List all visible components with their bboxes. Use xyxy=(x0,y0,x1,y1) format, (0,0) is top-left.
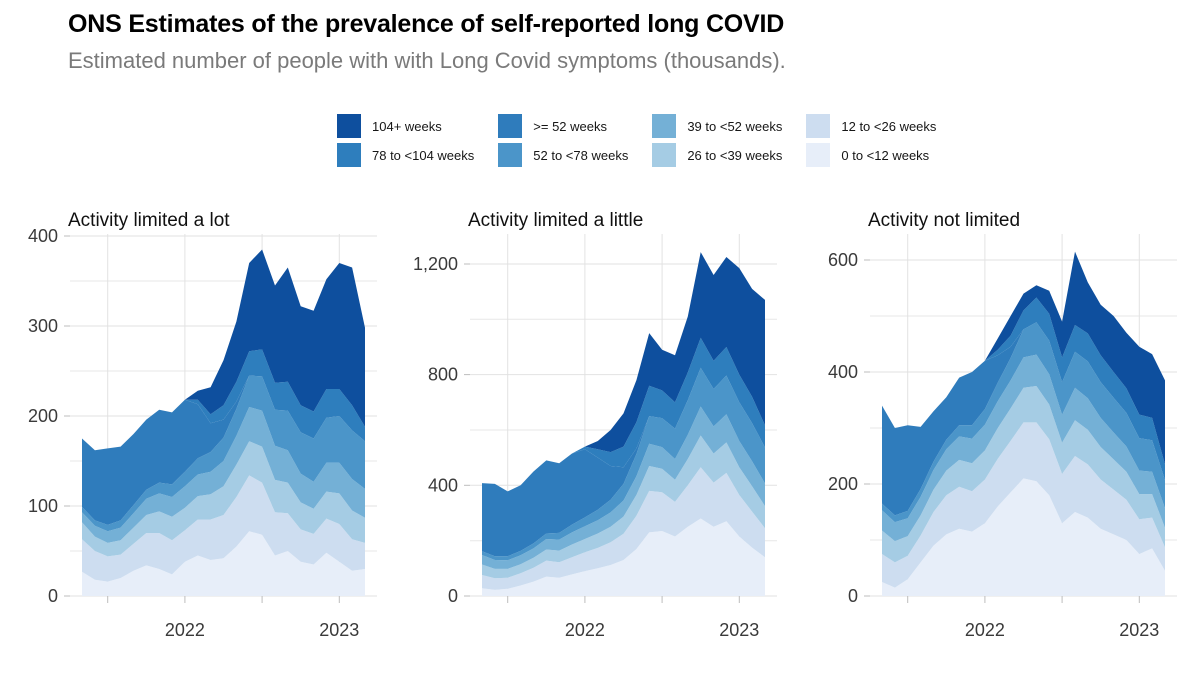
legend-swatch xyxy=(498,143,523,167)
page-subtitle: Estimated number of people with with Lon… xyxy=(68,48,786,73)
y-tick-label: 0 xyxy=(848,586,858,606)
x-tick-label: 2022 xyxy=(965,620,1005,640)
y-tick-label: 100 xyxy=(28,496,58,516)
legend-item: 78 to <104 weeks xyxy=(337,143,474,167)
area-series-78-to-104-weeks xyxy=(482,337,765,492)
y-tick-label: 600 xyxy=(828,250,858,270)
area-series-52-weeks xyxy=(482,367,765,557)
chart-panel-title: Activity limited a little xyxy=(468,210,643,231)
area-series-104-weeks xyxy=(882,251,1165,465)
y-tick-label: 1,200 xyxy=(413,254,458,274)
area-series-52-to-78-weeks xyxy=(482,367,765,561)
legend-label: 26 to <39 weeks xyxy=(687,147,783,163)
y-tick-label: 0 xyxy=(48,586,58,606)
area-series-52-weeks xyxy=(882,322,1165,516)
y-tick-label: 300 xyxy=(28,316,58,336)
area-series-39-to-52-weeks xyxy=(882,354,1165,542)
legend-swatch xyxy=(806,114,831,138)
y-tick-label: 0 xyxy=(448,586,458,606)
legend-label: 39 to <52 weeks xyxy=(687,118,783,134)
legend-label: 52 to <78 weeks xyxy=(533,147,629,163)
chart-panel-title: Activity limited a lot xyxy=(68,210,230,231)
legend-swatch xyxy=(337,114,361,138)
stacked-area-chart: 0 100 200 300 400 2022 2023 Activity limited a … xyxy=(28,210,377,640)
legend-item: 26 to <39 weeks xyxy=(652,143,782,167)
chart-panel-activity-limited-a-little: 0 400 800 1,200 2022 2023 Activity limited a l… xyxy=(400,200,800,675)
legend-item: 39 to <52 weeks xyxy=(652,114,782,138)
page-title: ONS Estimates of the prevalence of self-… xyxy=(68,10,785,38)
x-tick-label: 2023 xyxy=(719,620,759,640)
stacked-area-chart: 0 400 800 1,200 2022 2023 Activity limited a l… xyxy=(413,210,777,640)
charts-row: 0 100 200 300 400 2022 2023 Activity limited a … xyxy=(0,200,1200,675)
legend-item: 52 to <78 weeks xyxy=(498,143,628,167)
chart-panel-activity-not-limited: 0 200 400 600 2022 2023 Activity not limited xyxy=(800,200,1200,675)
legend-item: >= 52 weeks xyxy=(498,114,628,138)
area-series-52-weeks xyxy=(82,375,365,525)
area-series-0-to-12-weeks xyxy=(482,518,765,596)
legend-label: 104+ weeks xyxy=(372,118,442,134)
area-series-104-weeks xyxy=(82,249,365,451)
legend-item: 12 to <26 weeks xyxy=(806,114,936,138)
legend-item: 104+ weeks xyxy=(337,114,474,138)
legend: 104+ weeks 78 to <104 weeks >= 52 weeks 52 … xyxy=(337,114,936,167)
area-series-39-to-52-weeks xyxy=(482,406,765,569)
area-series-104-weeks xyxy=(482,252,765,492)
legend-swatch xyxy=(652,114,677,138)
chart-panel-activity-limited-a-lot: 0 100 200 300 400 2022 2023 Activity limited a … xyxy=(0,200,400,675)
area-series-26-to-39-weeks xyxy=(482,435,765,579)
area-series-26-to-39-weeks xyxy=(882,386,1165,563)
area-series-group xyxy=(882,251,1165,596)
area-series-12-to-26-weeks xyxy=(482,467,765,590)
area-series-group xyxy=(482,252,765,596)
stacked-area-chart: 0 200 400 600 2022 2023 Activity not limited xyxy=(828,210,1177,640)
area-series-0-to-12-weeks xyxy=(82,531,365,596)
chart-panel-title: Activity not limited xyxy=(868,210,1020,231)
area-series-12-to-26-weeks xyxy=(882,422,1165,588)
legend-item: 0 to <12 weeks xyxy=(806,143,936,167)
x-tick-label: 2023 xyxy=(319,620,359,640)
area-series-0-to-12-weeks xyxy=(882,478,1165,596)
y-tick-label: 400 xyxy=(828,362,858,382)
y-tick-label: 200 xyxy=(828,474,858,494)
y-tick-label: 400 xyxy=(428,475,458,495)
x-tick-label: 2023 xyxy=(1119,620,1159,640)
area-series-26-to-39-weeks xyxy=(82,441,365,557)
x-tick-label: 2022 xyxy=(565,620,605,640)
y-tick-label: 200 xyxy=(28,406,58,426)
area-series-78-to-104-weeks xyxy=(882,297,1165,481)
legend-label: 0 to <12 weeks xyxy=(841,147,930,163)
area-series-52-to-78-weeks xyxy=(82,375,365,532)
area-series-39-to-52-weeks xyxy=(82,407,365,543)
header: ONS Estimates of the prevalence of self-… xyxy=(68,10,786,74)
area-series-12-to-26-weeks xyxy=(82,475,365,582)
y-tick-label: 800 xyxy=(428,365,458,385)
y-tick-label: 400 xyxy=(28,226,58,246)
x-tick-label: 2022 xyxy=(165,620,205,640)
legend-label: >= 52 weeks xyxy=(533,118,607,134)
legend-swatch xyxy=(652,143,677,167)
area-series-52-to-78-weeks xyxy=(882,322,1165,523)
legend-label: 78 to <104 weeks xyxy=(372,147,475,163)
legend-swatch xyxy=(806,143,831,167)
area-series-group xyxy=(82,249,365,596)
legend-swatch xyxy=(337,143,361,167)
legend-swatch xyxy=(498,114,523,138)
legend-label: 12 to <26 weeks xyxy=(841,118,937,134)
